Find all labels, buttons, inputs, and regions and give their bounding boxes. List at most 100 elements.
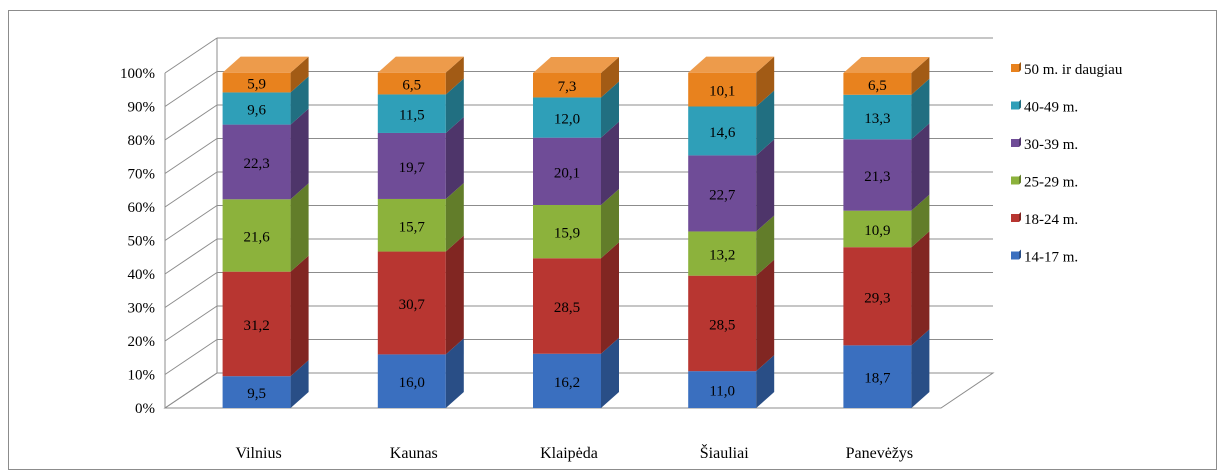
- bar-face: [377, 94, 446, 133]
- bar-face: [688, 231, 757, 276]
- bar-face: [377, 132, 446, 199]
- data-label: 13,2: [709, 248, 735, 264]
- data-label: 12,0: [554, 112, 580, 128]
- legend-swatch: [1011, 64, 1019, 72]
- bar-side: [445, 56, 464, 95]
- bar-face: [533, 353, 601, 408]
- bar-segment: [843, 194, 930, 248]
- gridline-side: [164, 272, 218, 308]
- y-tick-label: 50%: [128, 234, 156, 250]
- data-label: 16,0: [399, 375, 425, 391]
- y-tick-label: 10%: [128, 368, 156, 384]
- y-axis: 0% 10% 20% 30% 40% 50% 60% 70% 80% 90% 100%: [120, 66, 155, 417]
- data-label: 10,1: [709, 84, 735, 100]
- stacked-bar-chart: 0% 10% 20% 30% 40% 50% 60% 70% 80% 90% 100% 9,5 31,…: [120, 37, 1123, 462]
- data-label: 6,5: [868, 78, 887, 94]
- bar-side: [756, 56, 775, 107]
- bar-segment: [377, 116, 464, 199]
- data-label: 10,9: [864, 223, 890, 239]
- bar-side: [756, 90, 775, 156]
- bar-segment: [377, 338, 464, 408]
- data-label: 16,2: [554, 375, 580, 391]
- data-label: 31,2: [243, 318, 269, 334]
- legend-item: 14-17 m.: [1011, 249, 1078, 266]
- data-label: 6,5: [402, 78, 421, 94]
- legend-label: 25-29 m.: [1024, 175, 1078, 191]
- y-tick-label: 30%: [128, 301, 156, 317]
- bar-face: [222, 72, 291, 93]
- bar-side: [601, 81, 619, 138]
- bar-segment: [843, 57, 930, 95]
- bar-segment: [222, 76, 309, 125]
- y-tick-label: 0%: [135, 401, 155, 417]
- bar-segment: [533, 242, 619, 354]
- bar-segment: [377, 235, 464, 355]
- bar-face: [843, 94, 912, 140]
- data-label: 22,7: [709, 187, 736, 203]
- bar-face: [222, 199, 291, 272]
- bar-face: [222, 271, 291, 377]
- legend-swatch-side: [1019, 174, 1021, 185]
- gridline-side: [164, 138, 218, 174]
- legend-item: 18-24 m.: [1011, 212, 1078, 228]
- legend-item: 40-49 m.: [1011, 99, 1078, 116]
- legend-item: 30-39 m.: [1011, 137, 1078, 153]
- bar-top: [843, 57, 930, 73]
- bar-face: [843, 210, 912, 248]
- bar-top: [533, 57, 619, 73]
- data-label: 20,1: [554, 165, 580, 181]
- bar-face: [533, 204, 601, 259]
- data-label: 22,3: [243, 156, 269, 172]
- legend-swatch-side: [1019, 137, 1021, 147]
- bar-face: [377, 72, 446, 95]
- bar-side: [445, 78, 464, 133]
- bar-top: [377, 56, 464, 73]
- data-label: 9,5: [247, 386, 266, 402]
- x-tick-label: Klaipėda: [540, 445, 598, 462]
- bar-face: [533, 73, 601, 98]
- bar-top: [222, 56, 309, 73]
- y-tick-label: 100%: [120, 66, 155, 82]
- bar-segment: [688, 355, 775, 408]
- bar-segment: [688, 215, 775, 276]
- bar-side: [290, 76, 309, 125]
- gridline-side: [164, 238, 218, 275]
- bar-side: [601, 57, 619, 98]
- legend-item: 25-29 m.: [1011, 174, 1078, 191]
- bar-side: [445, 235, 464, 355]
- data-label: 11,5: [399, 108, 425, 124]
- bar-face: [222, 124, 291, 200]
- data-label: 18,7: [864, 371, 891, 387]
- data-label: 7,3: [558, 79, 577, 95]
- x-tick-label: Vilnius: [236, 445, 282, 462]
- y-tick-label: 80%: [128, 133, 156, 149]
- bar-segment: [533, 57, 619, 98]
- bar-face: [533, 258, 601, 354]
- bar-segment: [222, 183, 309, 272]
- data-label: 9,6: [247, 103, 266, 119]
- bar-side: [911, 194, 930, 248]
- bar-side: [290, 255, 309, 377]
- bar-segment: [377, 56, 464, 95]
- bar-side: [911, 78, 930, 140]
- bar-side: [756, 259, 775, 372]
- bar-side: [911, 329, 930, 408]
- bar-face: [688, 371, 757, 408]
- bar-segment: [533, 121, 619, 205]
- legend-swatch-side: [1019, 99, 1021, 110]
- bar-segment: [222, 56, 309, 93]
- bar-face: [843, 73, 912, 95]
- gridline-side: [164, 171, 218, 208]
- gridline-side: [164, 305, 218, 342]
- data-label: 5,9: [247, 77, 266, 93]
- bar-face: [533, 97, 601, 138]
- x-tick-label: Kaunas: [390, 445, 438, 462]
- bar-side: [601, 242, 619, 354]
- bar-segment: [222, 108, 309, 200]
- x-tick-label: Šiauliai: [700, 443, 749, 462]
- bar-face: [688, 106, 757, 156]
- bar-face: [222, 92, 291, 125]
- bar-segment: [377, 78, 464, 133]
- bar-face: [222, 376, 291, 408]
- x-axis: Vilnius Kaunas Klaipėda Šiauliai Panevėžys: [236, 443, 914, 462]
